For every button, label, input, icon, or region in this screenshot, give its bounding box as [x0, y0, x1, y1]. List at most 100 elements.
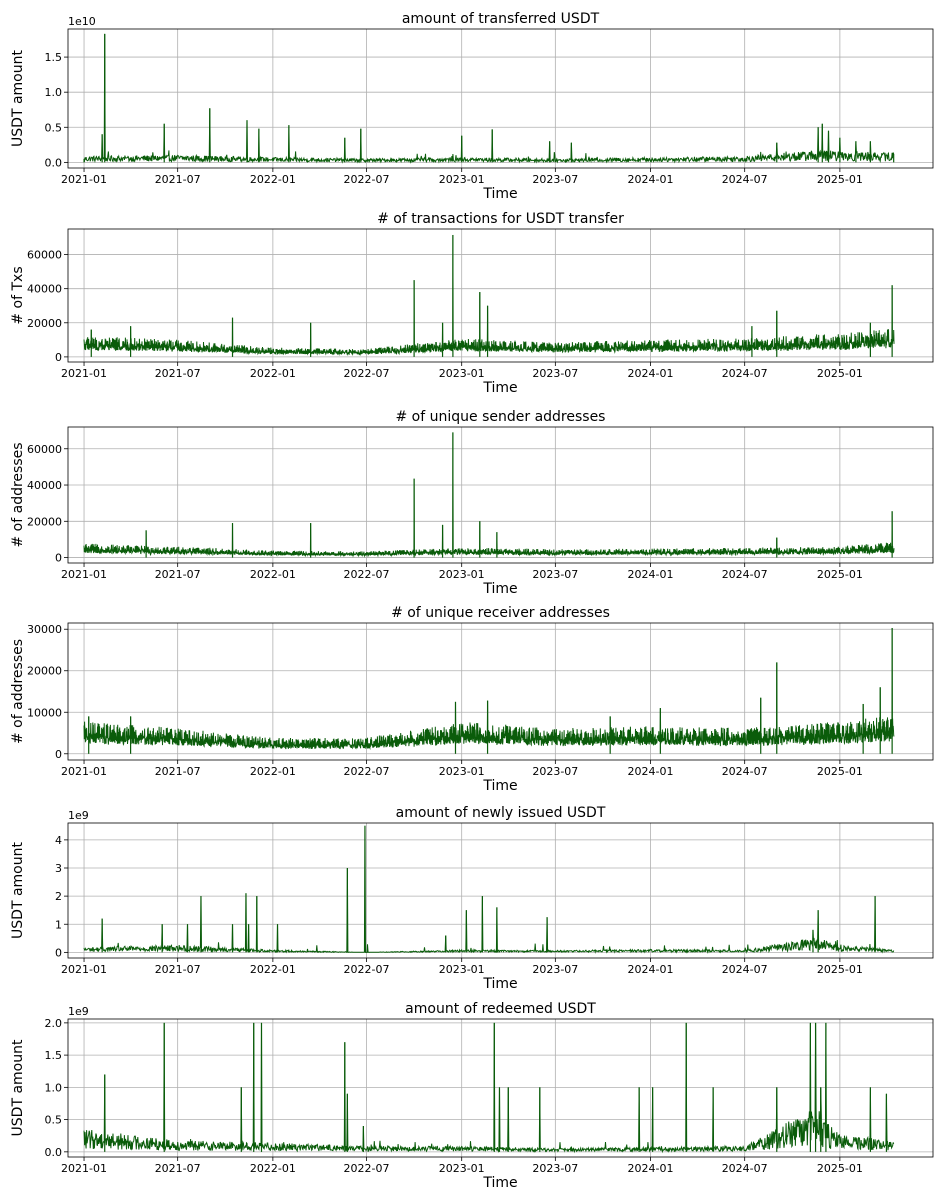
x-tick-label: 2024-01	[628, 173, 674, 186]
y-tick-label: 1	[55, 918, 62, 931]
chart-title: # of unique receiver addresses	[391, 605, 610, 621]
x-tick-label: 2024-01	[628, 765, 674, 778]
y-tick-label: 3	[55, 862, 62, 875]
y-tick-label: 40000	[27, 283, 62, 296]
y-offset-label: 1e10	[68, 15, 96, 28]
x-tick-label: 2021-01	[61, 765, 107, 778]
x-tick-label: 2024-01	[628, 568, 674, 581]
series-line	[83, 234, 895, 357]
plot-frame	[67, 622, 934, 761]
chart-panel-1: 2021-01 2021-07 2022-01 2022-07 2023-01 2023-…	[10, 11, 934, 202]
y-axis-label: USDT amount	[10, 1039, 26, 1136]
x-tick-label: 2023-01	[439, 173, 485, 186]
y-tick-label: 60000	[27, 249, 62, 262]
x-tick-label: 2023-07	[532, 765, 578, 778]
y-offset-label: 1e9	[68, 809, 89, 822]
y-tick-label: 20000	[27, 665, 62, 678]
chart-panel-5: 2021-01 2021-07 2022-01 2022-07 2023-01 2023-…	[10, 805, 934, 992]
x-tick-label: 2022-01	[250, 765, 296, 778]
x-tick-label: 2022-01	[250, 1162, 296, 1175]
series-line	[83, 432, 895, 558]
y-tick-label: 4	[55, 834, 62, 847]
y-tick-label: 20000	[27, 317, 62, 330]
x-tick-label: 2024-01	[628, 1162, 674, 1175]
plot-frame	[67, 1018, 934, 1158]
x-tick-label: 2023-01	[439, 568, 485, 581]
x-tick-label: 2024-07	[722, 367, 768, 380]
x-tick-label: 2023-07	[532, 367, 578, 380]
x-tick-label: 2022-01	[250, 367, 296, 380]
chart-title: amount of redeemed USDT	[405, 1001, 596, 1017]
x-tick-label: 2021-07	[155, 1162, 201, 1175]
plot-frame	[67, 822, 934, 959]
plot-frame	[67, 28, 934, 169]
x-axis-label: Time	[482, 186, 517, 202]
x-tick-label: 2021-01	[61, 1162, 107, 1175]
chart-title: amount of transferred USDT	[402, 11, 600, 27]
y-tick-label: 0.0	[45, 156, 63, 169]
x-tick-label: 2021-01	[61, 963, 107, 976]
y-tick-label: 0	[55, 552, 62, 565]
x-tick-label: 2024-01	[628, 367, 674, 380]
y-axis-label: # of Txs	[10, 266, 26, 324]
x-tick-label: 2022-01	[250, 963, 296, 976]
y-axis-label: # of addresses	[10, 639, 26, 744]
y-tick-label: 1.0	[45, 86, 63, 99]
x-tick-label: 2022-01	[250, 568, 296, 581]
y-tick-label: 10000	[27, 706, 62, 719]
x-tick-label: 2023-07	[532, 173, 578, 186]
y-tick-label: 0.0	[45, 1146, 63, 1159]
x-tick-label: 2023-01	[439, 963, 485, 976]
x-tick-label: 2022-07	[344, 173, 390, 186]
plot-frame	[67, 228, 934, 363]
x-tick-label: 2021-01	[61, 367, 107, 380]
series-line	[83, 825, 895, 954]
y-tick-label: 20000	[27, 515, 62, 528]
y-tick-label: 40000	[27, 479, 62, 492]
y-tick-label: 0.5	[45, 1114, 63, 1127]
chart-panel-3: 2021-01 2021-07 2022-01 2022-07 2023-01 2023-…	[10, 409, 934, 597]
x-tick-label: 2023-07	[532, 568, 578, 581]
chart-title: # of transactions for USDT transfer	[377, 211, 624, 227]
x-tick-label: 2025-01	[817, 173, 863, 186]
x-tick-label: 2021-07	[155, 173, 201, 186]
chart-panel-4: 2021-01 2021-07 2022-01 2022-07 2023-01 2023-…	[10, 605, 934, 794]
x-tick-label: 2022-07	[344, 1162, 390, 1175]
y-tick-label: 2	[55, 890, 62, 903]
y-offset-label: 1e9	[68, 1005, 89, 1018]
x-axis-label: Time	[482, 976, 517, 992]
x-tick-label: 2023-01	[439, 1162, 485, 1175]
series-line	[83, 33, 895, 164]
x-tick-label: 2024-01	[628, 963, 674, 976]
x-tick-label: 2025-01	[817, 1162, 863, 1175]
x-tick-label: 2024-07	[722, 1162, 768, 1175]
x-tick-label: 2021-07	[155, 568, 201, 581]
y-axis-label: USDT amount	[10, 842, 26, 939]
x-tick-label: 2022-07	[344, 765, 390, 778]
x-tick-label: 2023-07	[532, 1162, 578, 1175]
x-tick-label: 2025-01	[817, 963, 863, 976]
x-tick-label: 2021-07	[155, 367, 201, 380]
chart-panel-2: 2021-01 2021-07 2022-01 2022-07 2023-01 2023-…	[10, 211, 934, 396]
y-tick-label: 30000	[27, 623, 62, 636]
y-tick-label: 2.0	[45, 1017, 63, 1030]
series-line	[83, 627, 895, 751]
y-tick-label: 1.0	[45, 1081, 63, 1094]
chart-title: # of unique sender addresses	[396, 409, 606, 425]
x-tick-label: 2021-01	[61, 568, 107, 581]
x-tick-label: 2024-07	[722, 568, 768, 581]
x-tick-label: 2024-07	[722, 173, 768, 186]
x-axis-label: Time	[482, 581, 517, 597]
x-tick-label: 2021-07	[155, 765, 201, 778]
y-axis-label: USDT amount	[10, 50, 26, 147]
y-tick-label: 0.5	[45, 121, 63, 134]
chart-title: amount of newly issued USDT	[396, 805, 606, 821]
x-tick-label: 2024-07	[722, 765, 768, 778]
x-tick-label: 2023-01	[439, 765, 485, 778]
y-tick-label: 0	[55, 748, 62, 761]
x-tick-label: 2022-07	[344, 963, 390, 976]
y-tick-label: 1.5	[45, 1049, 63, 1062]
series-line	[83, 1022, 895, 1154]
